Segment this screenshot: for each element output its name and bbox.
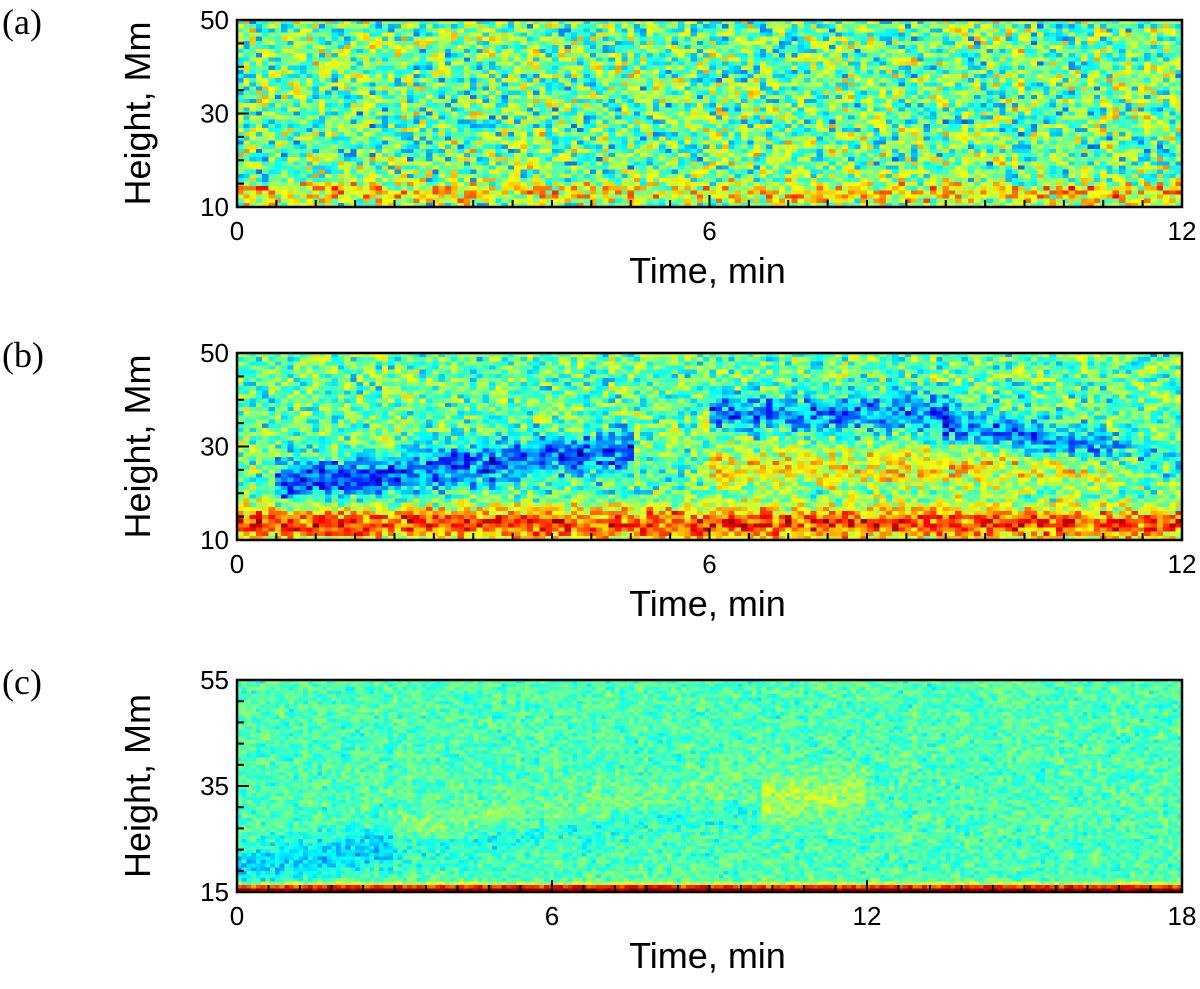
heatmap-image [237, 353, 1182, 540]
y-tick-label: 30 [200, 432, 229, 462]
panel-c: 0 6 12 18 15 35 55 Time, min Height, Mm (c) [2, 662, 1196, 976]
x-tick-label: 12 [853, 901, 882, 931]
panel-b: 0 6 12 10 30 50 Time, min Height, Mm (b) [2, 335, 1196, 624]
x-tick-label: 12 [1168, 216, 1197, 246]
panel-label: (b) [2, 335, 44, 375]
panel-label: (a) [2, 2, 42, 42]
heatmap-image [237, 680, 1182, 892]
x-tick-label: 6 [702, 216, 716, 246]
y-tick-label: 55 [200, 665, 229, 695]
y-tick-label: 50 [200, 338, 229, 368]
panel-a: 0 6 12 10 30 50 Time, min Height, Mm (a) [2, 2, 1196, 291]
y-tick-label: 10 [200, 192, 229, 222]
y-tick-label: 15 [200, 877, 229, 907]
x-tick-label: 6 [545, 901, 559, 931]
y-tick-label: 30 [200, 99, 229, 129]
x-tick-label: 0 [230, 549, 244, 579]
x-axis-title: Time, min [629, 250, 786, 291]
x-tick-label: 12 [1168, 549, 1197, 579]
x-tick-label: 0 [230, 901, 244, 931]
heatmap-image [237, 20, 1182, 207]
x-tick-label: 6 [702, 549, 716, 579]
x-tick-label: 0 [230, 216, 244, 246]
x-tick-label: 18 [1168, 901, 1197, 931]
panel-label: (c) [2, 662, 42, 702]
y-axis-title: Height, Mm [117, 694, 158, 878]
y-tick-label: 35 [200, 771, 229, 801]
y-tick-label: 50 [200, 5, 229, 35]
x-axis-title: Time, min [629, 935, 786, 976]
x-axis-title: Time, min [629, 583, 786, 624]
y-axis-title: Height, Mm [117, 354, 158, 538]
y-axis-title: Height, Mm [117, 21, 158, 205]
y-tick-label: 10 [200, 525, 229, 555]
